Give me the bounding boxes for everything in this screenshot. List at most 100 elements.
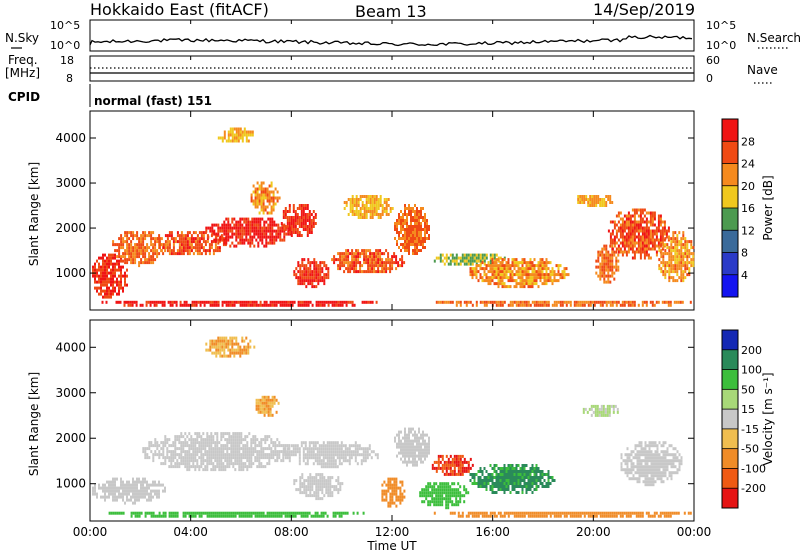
heatmap-cell	[364, 459, 367, 463]
heatmap-cell	[94, 262, 96, 266]
heatmap-cell	[357, 252, 360, 256]
heatmap-cell	[128, 480, 130, 484]
heatmap-cell	[485, 256, 488, 260]
heatmap-cell	[98, 265, 100, 269]
heatmap-cell	[282, 450, 285, 454]
heatmap-cell	[150, 441, 153, 445]
heatmap-cell	[358, 447, 361, 451]
heatmap-cell	[531, 479, 534, 482]
heatmap-cell	[670, 237, 673, 241]
heatmap-cell	[513, 485, 516, 488]
heatmap-cell	[198, 237, 201, 241]
heatmap-cell	[158, 252, 161, 256]
heatmap-cell	[447, 466, 450, 470]
heatmap-cell	[668, 267, 671, 271]
heatmap-cell	[391, 258, 394, 262]
heatmap-cell	[304, 444, 307, 448]
heatmap-cell	[251, 235, 254, 239]
heatmap-cell	[541, 282, 544, 286]
heatmap-cell	[523, 470, 526, 473]
heatmap-cell	[424, 433, 426, 437]
heatmap-cell	[621, 250, 624, 254]
heatmap-cell	[255, 223, 258, 227]
heatmap-cell	[623, 235, 626, 239]
heatmap-cell	[515, 273, 518, 277]
heatmap-cell	[475, 264, 478, 268]
heatmap-cell	[288, 219, 291, 222]
cpid-strip: CPID normal (fast) 151	[8, 84, 212, 108]
heatmap-cell	[533, 300, 536, 304]
heatmap-cell	[208, 462, 211, 466]
heatmap-cell	[615, 256, 618, 260]
heatmap-cell	[385, 483, 388, 487]
heatmap-cell	[587, 303, 590, 307]
heatmap-cell	[355, 255, 358, 259]
heatmap-cell	[398, 442, 400, 446]
heatmap-cell	[272, 196, 275, 200]
heatmap-cell	[247, 232, 250, 236]
heatmap-cell	[292, 222, 295, 225]
heatmap-cell	[463, 300, 466, 304]
heatmap-cell	[545, 300, 548, 304]
heatmap-cell	[363, 207, 366, 210]
heatmap-cell	[326, 465, 329, 469]
heatmap-cell	[120, 240, 123, 244]
heatmap-cell	[234, 438, 237, 442]
heatmap-cell	[408, 433, 410, 437]
heatmap-cell	[373, 198, 376, 201]
heatmap-cell	[316, 456, 319, 460]
heatmap-cell	[126, 274, 128, 278]
heatmap-cell	[385, 198, 388, 201]
heatmap-cell	[226, 450, 229, 454]
heatmap-cell	[219, 229, 222, 233]
heatmap-cell	[235, 235, 238, 239]
heatmap-cell	[389, 483, 392, 487]
heatmap-cell	[676, 270, 679, 274]
heatmap-cell	[229, 300, 232, 304]
heatmap-cell	[202, 441, 205, 445]
heatmap-cell	[649, 235, 652, 239]
heatmap-cell	[591, 195, 594, 198]
heatmap-cell	[669, 300, 672, 304]
heatmap-cell	[445, 253, 448, 257]
heatmap-cell	[215, 303, 218, 307]
heatmap-cell	[184, 237, 187, 241]
heatmap-cell	[344, 459, 347, 463]
heatmap-cell	[389, 264, 392, 268]
heatmap-cell	[164, 246, 167, 250]
heatmap-cell	[389, 210, 392, 213]
heatmap-cell	[323, 300, 326, 304]
heatmap-cell	[543, 273, 546, 277]
heatmap-cell	[489, 270, 492, 274]
heatmap-cell	[260, 190, 263, 194]
heatmap-cell	[118, 274, 120, 278]
heatmap-cell	[437, 457, 440, 461]
heatmap-cell	[420, 222, 422, 225]
heatmap-cell	[217, 238, 220, 242]
heatmap-cell	[180, 459, 183, 463]
heatmap-cell	[422, 240, 424, 243]
heatmap-cell	[234, 444, 237, 448]
heatmap-cell	[505, 479, 508, 482]
heatmap-cell	[402, 216, 404, 219]
heatmap-cell	[615, 235, 618, 239]
heatmap-cell	[469, 457, 472, 461]
heatmap-cell	[539, 264, 542, 268]
heatmap-cell	[213, 229, 216, 233]
heatmap-cell	[369, 258, 372, 262]
heatmap-cell	[429, 491, 432, 495]
heatmap-cell	[497, 279, 500, 283]
heatmap-cell	[657, 220, 660, 224]
heatmap-cell	[453, 488, 456, 492]
heatmap-cell	[326, 441, 329, 445]
heatmap-cell	[239, 232, 242, 236]
heatmap-cell	[192, 456, 195, 460]
heatmap-cell	[160, 483, 162, 487]
heatmap-cell	[623, 247, 626, 251]
heatmap-cell	[100, 283, 102, 287]
heatmap-cell	[317, 264, 320, 268]
heatmap-cell	[543, 261, 546, 265]
heatmap-cell	[303, 303, 306, 307]
heatmap-cell	[645, 244, 648, 248]
heatmap-cell	[383, 261, 386, 265]
